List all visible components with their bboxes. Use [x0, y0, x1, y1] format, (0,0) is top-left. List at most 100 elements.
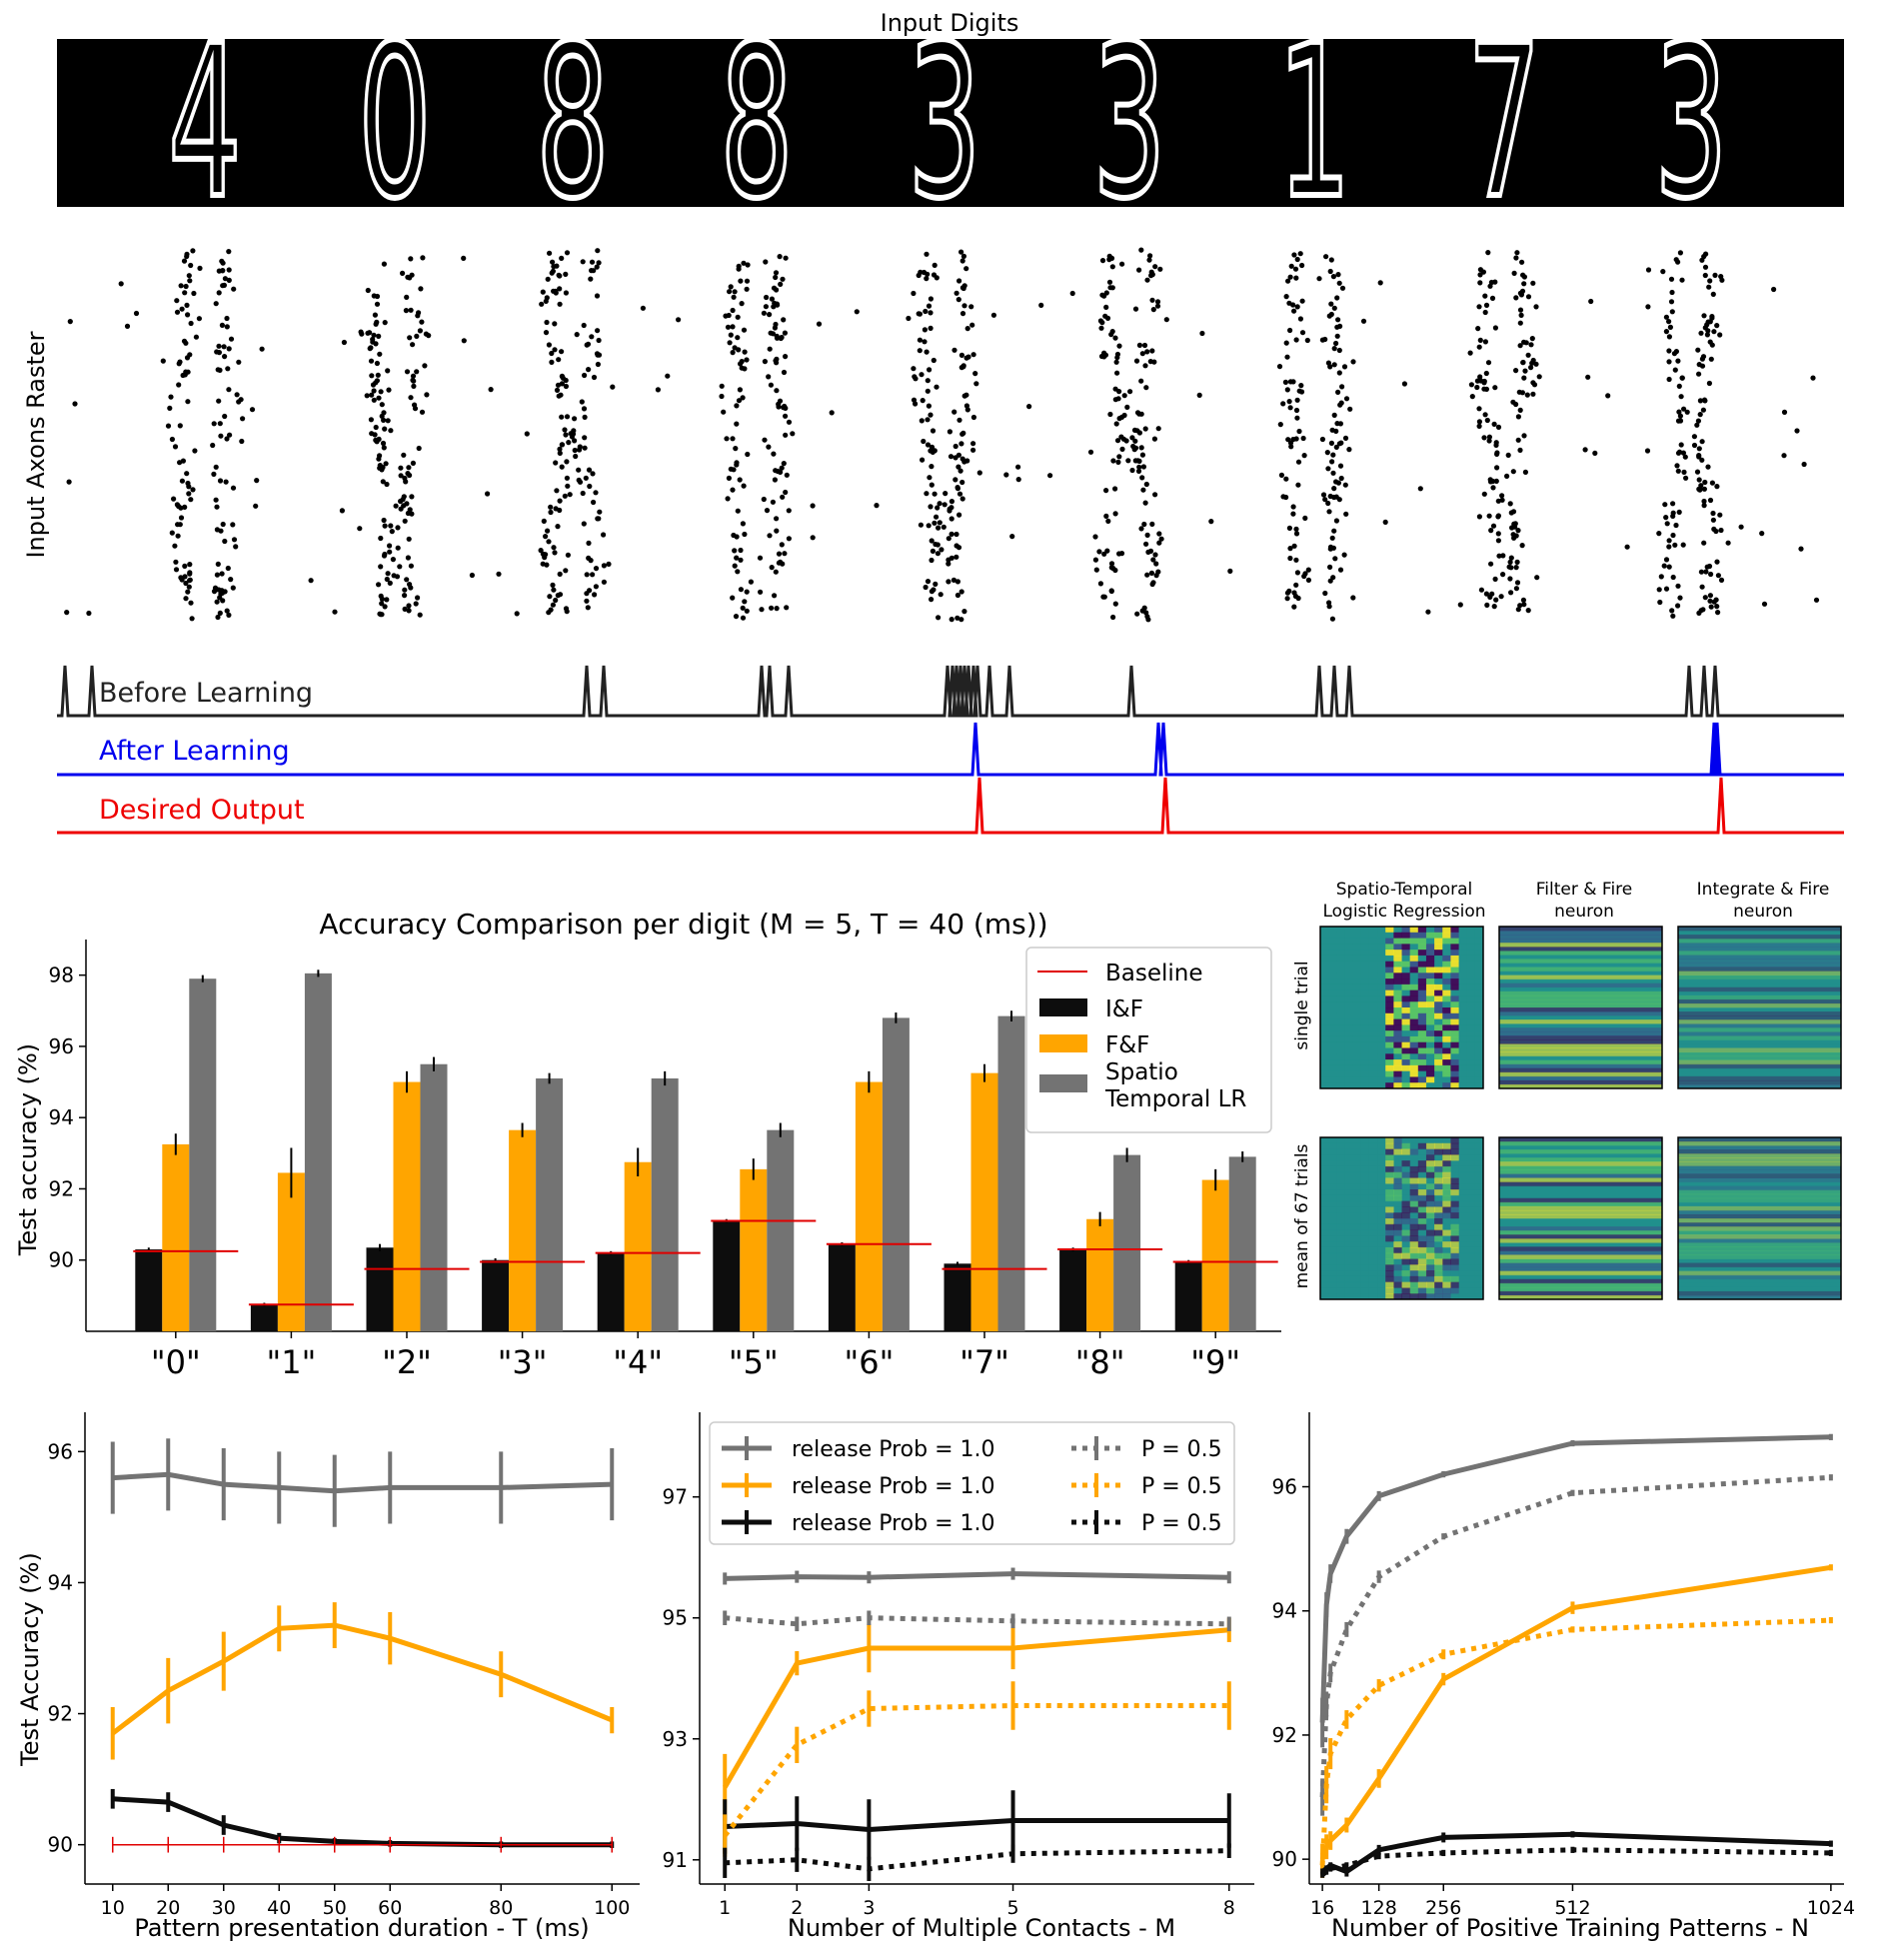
heatmap-cell — [1442, 1229, 1451, 1236]
raster-dot — [582, 435, 588, 441]
raster-dot — [724, 436, 730, 442]
heatmap-cell — [1425, 1241, 1435, 1248]
heatmap-cell — [1474, 1212, 1484, 1219]
heatmap-cell — [1409, 1212, 1419, 1219]
heatmap-row — [1678, 1209, 1841, 1215]
heatmap-row — [1499, 1002, 1662, 1008]
raster-dot — [367, 346, 373, 352]
raster-dot — [402, 593, 408, 599]
heatmap-row — [1678, 1177, 1841, 1183]
raster-dot — [1697, 412, 1703, 418]
heatmap-cell — [1360, 1001, 1370, 1008]
raster-dot — [1669, 309, 1675, 315]
raster-dot — [227, 432, 233, 438]
raster-dot — [725, 496, 731, 502]
heatmap-cell — [1401, 927, 1411, 934]
bar-category-label: "9" — [1190, 1343, 1240, 1381]
raster-dot — [783, 432, 789, 438]
bar-0 — [135, 1249, 163, 1331]
raster-dot — [1108, 565, 1114, 571]
heatmap-cell — [1377, 1007, 1386, 1014]
raster-dot — [958, 352, 965, 358]
raster-noise-dot — [1794, 428, 1800, 434]
raster-dot — [1285, 278, 1291, 284]
raster-dot — [225, 565, 231, 572]
heatmap-row — [1678, 935, 1841, 940]
heatmap-row — [1678, 979, 1841, 984]
raster-dot — [1474, 378, 1480, 384]
raster-dot — [187, 278, 193, 284]
heatmap-cell — [1336, 1293, 1345, 1300]
heatmap-cell — [1474, 1082, 1484, 1089]
heatmap-cell — [1393, 1287, 1402, 1294]
heatmap-cell — [1409, 1287, 1419, 1294]
heatmap-cell — [1328, 1007, 1337, 1014]
heatmap-cell — [1328, 1293, 1337, 1300]
heatmap-cell — [1336, 1001, 1345, 1008]
raster-dot — [943, 491, 949, 497]
heatmap-cell — [1442, 983, 1451, 991]
raster-dot — [1496, 553, 1502, 559]
heatmap-cell — [1458, 1070, 1468, 1077]
raster-dot — [588, 558, 594, 564]
raster-dot — [763, 304, 770, 310]
heatmap-cell — [1393, 1189, 1402, 1196]
heatmap-cell — [1425, 1053, 1435, 1060]
heatmap-cell — [1458, 1270, 1468, 1277]
raster-dot — [1670, 532, 1676, 539]
digit-glyph-3: 8 — [720, 0, 793, 244]
line-ytick-label: 97 — [663, 1485, 688, 1509]
heatmap-cell — [1409, 1281, 1419, 1288]
heatmap-cell — [1450, 1223, 1460, 1231]
raster-dot — [735, 335, 741, 341]
raster-dot — [215, 614, 221, 621]
heatmap-cell — [1328, 983, 1337, 991]
raster-dot — [552, 347, 558, 353]
heatmap-cell — [1368, 1241, 1378, 1248]
heatmap-cell — [1377, 1270, 1386, 1277]
raster-dot — [779, 465, 785, 471]
raster-dot — [595, 516, 601, 522]
heatmap-row — [1499, 1278, 1662, 1284]
raster-dot — [1490, 478, 1496, 485]
heatmap-cell — [1458, 1212, 1468, 1219]
raster-dot — [1495, 531, 1501, 537]
heatmap-row — [1678, 1161, 1841, 1166]
heatmap-cell — [1385, 1241, 1394, 1248]
heatmap-cell — [1336, 1194, 1345, 1202]
raster-dot — [1678, 442, 1684, 448]
heatmap-cell — [1344, 1171, 1354, 1178]
heatmap-cell — [1320, 1018, 1329, 1025]
heatmap-cell — [1417, 1001, 1427, 1008]
raster-dot — [1657, 599, 1663, 606]
heatmap-cell — [1336, 1076, 1345, 1083]
raster-dot — [933, 581, 939, 588]
heatmap-cell — [1360, 1218, 1370, 1225]
heatmap-row — [1678, 982, 1841, 988]
raster-dot — [1483, 386, 1489, 392]
heatmap-row — [1678, 927, 1841, 932]
heatmap-cell — [1377, 1035, 1386, 1043]
raster-dot — [1666, 319, 1672, 325]
heatmap-cell — [1401, 1293, 1411, 1300]
raster-dot — [379, 596, 385, 603]
raster-dot — [783, 489, 789, 496]
heatmap-cell — [1360, 1264, 1370, 1271]
raster-noise-dot — [1485, 360, 1492, 366]
heatmap-row — [1499, 1274, 1662, 1280]
heatmap-cell — [1360, 1241, 1370, 1248]
heatmap-cell — [1344, 1070, 1354, 1077]
heatmap-cell — [1401, 1059, 1411, 1066]
raster-dot — [916, 272, 922, 279]
raster-dot — [726, 475, 733, 481]
heatmap-cell — [1458, 1012, 1468, 1020]
raster-dot — [963, 266, 969, 272]
heatmap-cell — [1393, 1018, 1402, 1025]
raster-dot — [390, 557, 396, 563]
heatmap-cell — [1458, 1246, 1468, 1254]
raster-dot — [759, 607, 765, 613]
heatmap-cell — [1320, 938, 1329, 945]
raster-dot — [1672, 367, 1678, 373]
digit-glyph-2: 8 — [536, 0, 609, 244]
heatmap-cell — [1328, 1218, 1337, 1225]
